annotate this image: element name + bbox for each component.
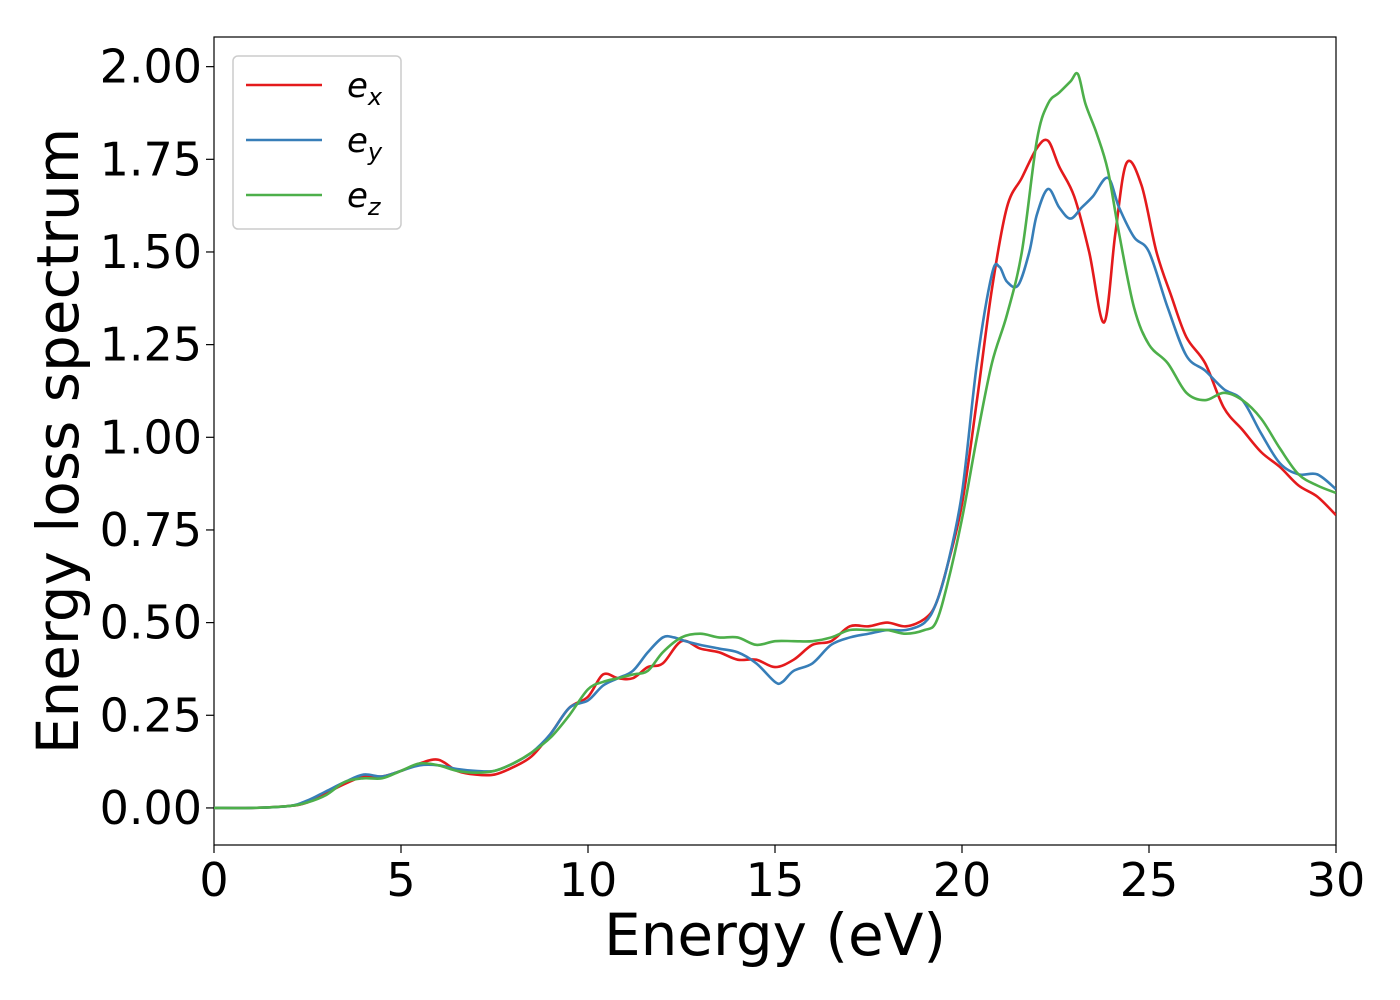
y-tick-label: 1.00 [100,410,202,464]
x-tick-label: 10 [559,853,618,907]
x-tick-label: 0 [199,853,228,907]
legend-label-e-y: ey [347,121,383,166]
y-tick-label: 1.50 [100,225,202,279]
legend-label-e-x: ex [347,66,383,111]
y-tick-label: 1.25 [100,318,202,372]
series-lines [214,71,1336,810]
legend-label-e-z: ez [347,176,382,221]
series-line-e-y [214,176,1336,810]
y-tick-label: 0.00 [100,781,202,835]
x-tick-label: 20 [933,853,992,907]
legend-box [232,55,402,230]
y-axis-ticks: 0.00 0.25 0.50 0.75 1.00 1.25 1.50 1.75 2.00 [100,40,214,835]
series-line-e-z [214,71,1336,810]
legend: ex ey ez [232,55,402,230]
y-tick-label: 2.00 [100,40,202,94]
x-axis-label: Energy (eV) [604,901,946,969]
y-tick-label: 0.75 [100,503,202,557]
y-tick-label: 0.25 [100,688,202,742]
x-tick-label: 30 [1307,853,1366,907]
x-tick-label: 25 [1120,853,1179,907]
y-axis-label: Energy loss spectrum [24,128,92,754]
x-tick-label: 15 [746,853,805,907]
y-tick-label: 1.75 [100,132,202,186]
x-tick-label: 5 [386,853,415,907]
x-axis-ticks: 0 5 10 15 20 25 30 [199,845,1365,907]
y-tick-label: 0.50 [100,596,202,650]
